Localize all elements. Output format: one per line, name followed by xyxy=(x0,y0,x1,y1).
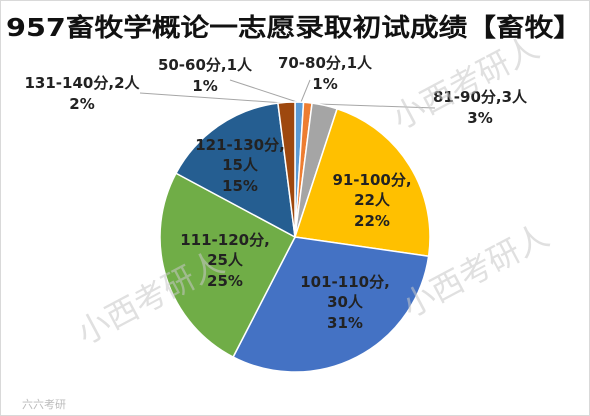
label-count: 15人 xyxy=(222,156,259,174)
pie xyxy=(159,101,431,373)
data-label: 91-100分, 22人 22% xyxy=(332,171,411,230)
pie-slice xyxy=(174,102,296,239)
label-percent: 31% xyxy=(327,314,363,332)
data-labels: 50-60分,1人 1%70-80分,1人 1%81-90分,3人 3%91-100分… xyxy=(25,54,529,332)
label-count: 3人 xyxy=(502,88,528,106)
data-label: 70-80分,1人 1% xyxy=(278,54,373,93)
label-category: 111-120分 xyxy=(180,231,264,249)
label-category: 50-60分 xyxy=(158,56,221,74)
leader-line xyxy=(229,79,298,103)
label-category: 131-140分 xyxy=(25,74,109,92)
label-count: 22人 xyxy=(354,191,391,209)
label-count: 30人 xyxy=(327,293,364,311)
label-count: 25人 xyxy=(207,251,244,269)
leader-line xyxy=(139,92,285,104)
label-category: 121-130分 xyxy=(195,136,279,154)
pie-slice xyxy=(277,101,296,238)
label-count: 1人 xyxy=(227,56,253,74)
label-separator: , xyxy=(384,273,390,291)
data-label: 50-60分,1人 1% xyxy=(158,56,253,95)
label-separator: , xyxy=(496,88,502,106)
chart-title: 957畜牧学概论一志愿录取初试成绩【畜牧】 xyxy=(6,13,582,42)
label-category: 101-110分 xyxy=(300,273,384,291)
data-label: 81-90分,3人 3% xyxy=(433,88,528,127)
pie-slice xyxy=(294,107,431,258)
leader-lines xyxy=(139,79,436,109)
label-percent: 1% xyxy=(192,77,217,95)
label-category: 81-90分 xyxy=(433,88,496,106)
data-label: 111-120分, 25人 25% xyxy=(180,231,270,290)
label-separator: , xyxy=(279,136,285,154)
label-separator: , xyxy=(341,54,347,72)
label-percent: 2% xyxy=(69,95,94,113)
label-count: 2人 xyxy=(114,74,140,92)
label-percent: 1% xyxy=(312,75,337,93)
label-separator: , xyxy=(406,171,412,189)
label-count: 1人 xyxy=(347,54,373,72)
pie-slice xyxy=(232,236,430,373)
leader-line xyxy=(317,103,436,109)
leader-line xyxy=(300,79,311,103)
data-label: 121-130分, 15人 15% xyxy=(195,136,285,195)
data-label: 131-140分,2人 2% xyxy=(25,74,141,113)
label-category: 70-80分 xyxy=(278,54,341,72)
footer-logo: 六六考研 xyxy=(22,398,66,411)
data-label: 101-110分, 30人 31% xyxy=(300,273,390,332)
label-percent: 22% xyxy=(354,212,390,230)
label-percent: 3% xyxy=(467,109,492,127)
label-separator: , xyxy=(264,231,270,249)
label-separator: , xyxy=(221,56,227,74)
label-percent: 25% xyxy=(207,272,243,290)
label-separator: , xyxy=(108,74,114,92)
label-percent: 15% xyxy=(222,177,258,195)
label-category: 91-100分 xyxy=(332,171,405,189)
